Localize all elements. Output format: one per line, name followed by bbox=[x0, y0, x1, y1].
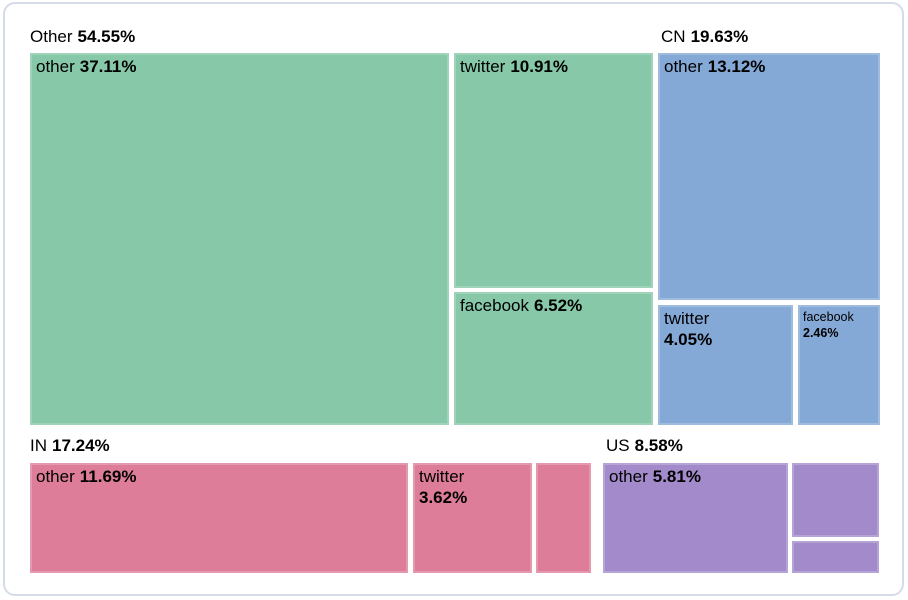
group-name: CN bbox=[661, 27, 686, 46]
cell-us-other[interactable]: other 5.81% bbox=[603, 463, 788, 573]
cell-cn-other[interactable]: other 13.12% bbox=[658, 53, 880, 300]
group-percent: 54.55% bbox=[77, 27, 136, 46]
cell-label: twitter 3.62% bbox=[419, 467, 468, 507]
cell-in-unlabeled[interactable] bbox=[536, 463, 591, 573]
cell-cn-twitter[interactable]: twitter 4.05% bbox=[658, 305, 793, 425]
group-percent: 19.63% bbox=[690, 27, 749, 46]
cell-us-unlabeled-top[interactable] bbox=[792, 463, 879, 537]
cell-us-unlabeled-bottom[interactable] bbox=[792, 541, 879, 573]
group-percent: 8.58% bbox=[634, 436, 683, 455]
cell-in-other[interactable]: other 11.69% bbox=[30, 463, 408, 573]
group-name: US bbox=[606, 436, 630, 455]
cell-label: other 11.69% bbox=[36, 467, 137, 486]
cell-label: other 13.12% bbox=[664, 57, 766, 76]
group-label-cn: CN 19.63% bbox=[661, 26, 748, 47]
cell-label: other 37.11% bbox=[36, 57, 137, 76]
group-label-in: IN 17.24% bbox=[30, 435, 110, 456]
cell-label: twitter 10.91% bbox=[460, 57, 569, 76]
group-name: IN bbox=[30, 436, 47, 455]
cell-label: facebook 2.46% bbox=[803, 310, 854, 340]
cell-other-facebook[interactable]: facebook 6.52% bbox=[454, 292, 653, 425]
group-percent: 17.24% bbox=[52, 436, 110, 455]
cell-other-other[interactable]: other 37.11% bbox=[30, 53, 449, 425]
group-label-us: US 8.58% bbox=[606, 435, 683, 456]
cell-cn-facebook[interactable]: facebook 2.46% bbox=[798, 305, 880, 425]
group-name: Other bbox=[30, 27, 73, 46]
cell-other-twitter[interactable]: twitter 10.91% bbox=[454, 53, 653, 288]
group-label-other: Other 54.55% bbox=[30, 26, 135, 47]
cell-label: facebook 6.52% bbox=[460, 296, 583, 315]
cell-label: other 5.81% bbox=[609, 467, 701, 486]
cell-in-twitter[interactable]: twitter 3.62% bbox=[413, 463, 532, 573]
cell-label: twitter 4.05% bbox=[664, 309, 713, 349]
